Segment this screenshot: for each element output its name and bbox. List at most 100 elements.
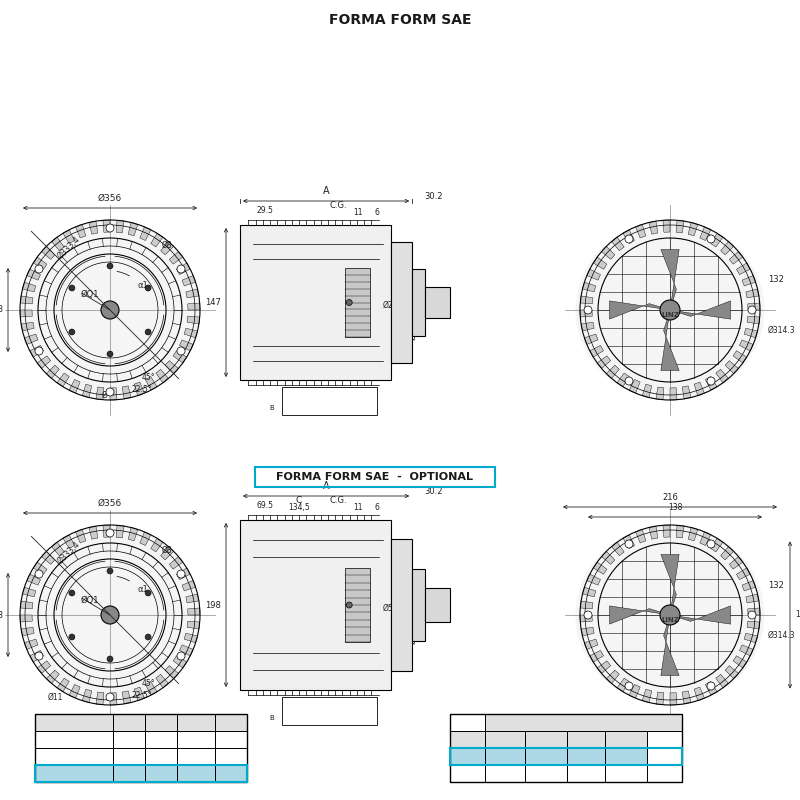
Bar <box>425 588 450 622</box>
Polygon shape <box>730 251 743 264</box>
Polygon shape <box>670 388 677 400</box>
Bar <box>35 765 247 782</box>
Bar <box>412 270 425 336</box>
Text: B: B <box>270 405 274 411</box>
Polygon shape <box>670 693 677 705</box>
Text: Ø314.3: Ø314.3 <box>768 326 796 334</box>
Polygon shape <box>122 386 131 399</box>
Polygon shape <box>187 316 200 324</box>
Circle shape <box>346 602 352 608</box>
Text: C.G.: C.G. <box>330 496 347 505</box>
Polygon shape <box>733 656 746 668</box>
Text: 132: 132 <box>410 298 426 307</box>
Circle shape <box>69 329 75 335</box>
Circle shape <box>35 652 43 660</box>
Text: B  3/8x24 ANSI B18.2.2: B 3/8x24 ANSI B18.2.2 <box>286 406 350 411</box>
Polygon shape <box>165 666 178 678</box>
Polygon shape <box>676 220 684 233</box>
Polygon shape <box>25 639 38 650</box>
Text: FORMA FORM SAE: FORMA FORM SAE <box>329 13 471 27</box>
Circle shape <box>35 347 43 355</box>
Text: 241,3: 241,3 <box>492 769 518 778</box>
Text: M10 UNI 5588: M10 UNI 5588 <box>307 710 351 714</box>
Text: n. fori
holes No.: n. fori holes No. <box>564 730 608 749</box>
Text: α1: α1 <box>138 281 149 290</box>
Circle shape <box>107 351 113 357</box>
Polygon shape <box>187 621 200 629</box>
Text: 8: 8 <box>583 769 589 778</box>
Polygon shape <box>725 666 738 678</box>
Polygon shape <box>34 257 47 270</box>
Polygon shape <box>610 606 670 624</box>
Bar <box>35 731 113 748</box>
Text: Ø: Ø <box>102 390 108 399</box>
Polygon shape <box>590 650 603 662</box>
Circle shape <box>145 285 151 291</box>
Text: N.: N. <box>462 735 473 744</box>
Bar <box>345 568 370 642</box>
Text: 3: 3 <box>400 558 405 567</box>
Circle shape <box>707 235 715 243</box>
Text: ALUMEN 'L': ALUMEN 'L' <box>49 769 99 778</box>
Polygon shape <box>610 301 670 319</box>
Polygon shape <box>75 530 86 543</box>
Polygon shape <box>661 615 679 675</box>
Text: 6 1/2: 6 1/2 <box>456 752 479 761</box>
Polygon shape <box>134 382 145 395</box>
Circle shape <box>748 611 756 619</box>
Bar <box>391 538 412 671</box>
Text: 308: 308 <box>152 769 170 778</box>
Text: DADO-NUT-TUERCA: DADO-NUT-TUERCA <box>299 391 359 397</box>
Text: 147: 147 <box>205 298 221 307</box>
Text: α1: α1 <box>620 735 632 744</box>
Circle shape <box>35 570 43 578</box>
Polygon shape <box>670 606 730 624</box>
Text: LINZ: LINZ <box>661 312 679 318</box>
Text: Ø314.3: Ø314.3 <box>768 630 796 639</box>
Bar <box>345 268 370 337</box>
Bar <box>177 731 215 748</box>
Text: 45°: 45° <box>618 769 634 778</box>
Bar <box>177 714 215 731</box>
Circle shape <box>177 347 185 355</box>
Polygon shape <box>188 303 200 310</box>
Bar <box>177 765 215 782</box>
Bar <box>450 748 682 765</box>
Polygon shape <box>179 340 193 351</box>
Polygon shape <box>688 527 698 541</box>
Bar <box>215 714 247 731</box>
Bar <box>567 731 605 748</box>
Circle shape <box>625 540 633 548</box>
Text: 132: 132 <box>768 275 784 285</box>
Text: Q1: Q1 <box>539 735 553 744</box>
Bar <box>177 748 215 765</box>
Polygon shape <box>611 237 624 250</box>
Text: A: A <box>322 186 330 196</box>
Polygon shape <box>51 542 64 556</box>
Bar <box>485 748 525 765</box>
Text: FORMA FORM SAE  -  OPTIONAL: FORMA FORM SAE - OPTIONAL <box>277 472 474 482</box>
Polygon shape <box>96 387 104 400</box>
Bar <box>525 748 567 765</box>
Polygon shape <box>22 282 36 292</box>
Circle shape <box>106 693 114 701</box>
Polygon shape <box>656 387 664 400</box>
Circle shape <box>35 265 43 273</box>
Polygon shape <box>580 296 593 304</box>
Polygon shape <box>20 615 32 622</box>
Text: Ø356: Ø356 <box>98 194 122 203</box>
Text: 22.5°: 22.5° <box>132 690 153 699</box>
Polygon shape <box>635 225 646 238</box>
Text: 148,5: 148,5 <box>183 752 209 761</box>
Polygon shape <box>20 310 32 317</box>
Polygon shape <box>161 546 174 560</box>
Polygon shape <box>146 682 157 695</box>
Polygon shape <box>725 361 738 374</box>
Bar <box>450 731 485 748</box>
Polygon shape <box>617 678 630 692</box>
Text: 164,5: 164,5 <box>795 610 800 619</box>
Bar <box>485 714 682 731</box>
Text: A: A <box>126 718 133 727</box>
Circle shape <box>707 682 715 690</box>
Polygon shape <box>42 551 55 564</box>
